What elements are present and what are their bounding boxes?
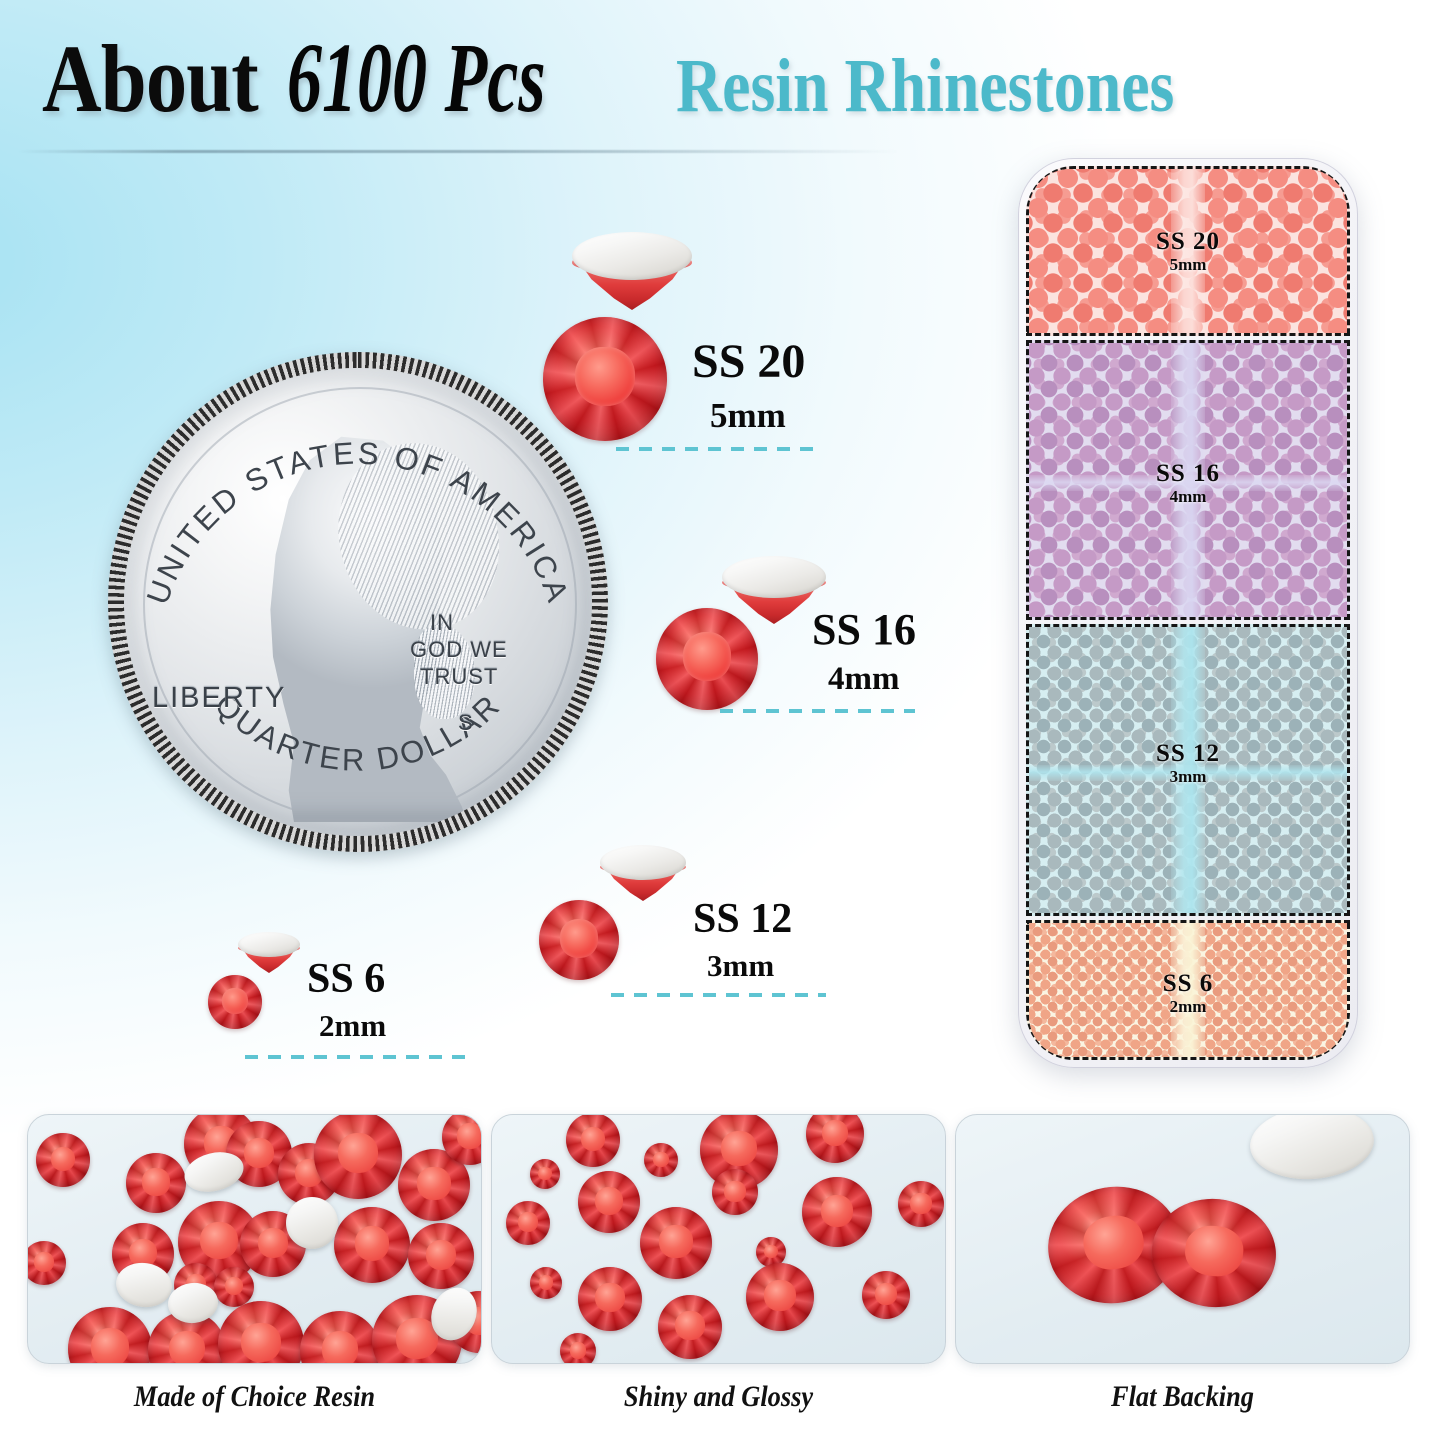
size-ss-ss16: SS 16	[812, 605, 916, 654]
coin-mint-mark: S	[458, 710, 474, 735]
storage-box-inner: SS 20 5mm SS 16 4mm	[1026, 166, 1350, 1060]
header-subtitle: Resin Rhinestones	[676, 44, 1175, 128]
coin-liberty-text: LIBERTY	[152, 682, 287, 714]
size-ss-ss20: SS 20	[692, 335, 806, 388]
coin-face	[124, 368, 592, 836]
stone	[68, 1307, 152, 1363]
header-title-row: About 6100 Pcs Resin Rhinestones	[42, 20, 1412, 133]
stone	[806, 1115, 864, 1163]
stone	[802, 1177, 872, 1247]
feature-caption-2: Shiny and Glossy	[623, 1380, 814, 1413]
stone	[506, 1201, 550, 1245]
stone	[36, 1133, 90, 1187]
stone	[640, 1207, 712, 1279]
washington-queue	[414, 625, 475, 719]
stone	[712, 1169, 758, 1215]
stone	[334, 1207, 410, 1283]
size-mm-ss20: 5mm	[710, 396, 786, 435]
divider-horizontal-ss16b	[1029, 475, 1347, 491]
header-piece-count: 6100 Pcs	[287, 22, 546, 133]
size-mm-ss6: 2mm	[319, 1008, 387, 1043]
stone-flat-back-large	[1247, 1115, 1377, 1184]
size-underline-ss12	[611, 993, 826, 997]
stone	[214, 1267, 254, 1307]
feature-panel-made-of-choice-resin	[27, 1114, 482, 1364]
compartment-ss20: SS 20 5mm	[1026, 166, 1350, 336]
stone-face-view-ss6	[208, 975, 262, 1029]
stone	[300, 1311, 380, 1363]
size-mm-ss16: 4mm	[828, 661, 900, 697]
size-mm-ss12: 3mm	[707, 948, 775, 983]
header-about-word: About	[42, 25, 259, 132]
stone	[560, 1333, 596, 1363]
stone-flat-back-ss6	[238, 932, 300, 958]
stone	[442, 1115, 481, 1165]
stone-flat-back-ss20	[572, 232, 692, 281]
stone-side-view-ss20	[572, 232, 692, 310]
stone	[746, 1263, 814, 1331]
stone-face-view-ss12	[539, 900, 619, 980]
size-label-ss16: SS 16 4mm	[720, 605, 1012, 713]
stone	[28, 1241, 66, 1285]
coin-motto-line-2: GOD WE	[410, 637, 508, 662]
compartment-ss6: SS 6 2mm	[1026, 920, 1350, 1060]
coin-motto-line-1: IN	[430, 610, 454, 635]
stone-side-view-ss16	[722, 556, 826, 624]
us-quarter-coin: UNITED STATES OF AMERICA QUARTER DOLLAR …	[108, 352, 608, 852]
size-ss-ss6: SS 6	[307, 956, 386, 1002]
stone	[644, 1143, 678, 1177]
coin-motto-line-3: TRUST	[420, 664, 499, 689]
stone	[218, 1301, 304, 1363]
stone	[578, 1171, 640, 1233]
stone	[408, 1223, 474, 1289]
feature-panel-flat-backing	[955, 1114, 1410, 1364]
feature-panel-shiny-and-glossy	[491, 1114, 946, 1364]
compartment-ss12: SS 12 3mm	[1026, 624, 1350, 916]
stone-side-view-ss6	[238, 932, 300, 973]
size-label-ss20: SS 20 5mm	[616, 335, 907, 451]
stone	[898, 1181, 944, 1227]
feature-caption-3: Flat Backing	[1110, 1380, 1255, 1413]
header: About 6100 Pcs Resin Rhinestones	[0, 0, 1445, 142]
stone	[658, 1295, 722, 1359]
stone	[314, 1115, 402, 1199]
size-label-ss12: SS 12 3mm	[611, 896, 888, 997]
stone	[148, 1311, 226, 1363]
size-underline-ss6	[245, 1055, 475, 1059]
stone-flat-back-ss12	[600, 845, 686, 880]
stone-flat-back	[286, 1197, 338, 1249]
divider-horizontal-ss12	[1029, 765, 1347, 781]
stone-side-view-ss12	[600, 845, 686, 901]
size-underline-ss16	[720, 709, 915, 713]
stone	[126, 1153, 186, 1213]
size-ss-ss12: SS 12	[693, 896, 793, 942]
stone-flat-back-ss16	[722, 556, 826, 599]
divider-vertical-ss6	[1171, 923, 1205, 1057]
stone	[530, 1159, 560, 1189]
divider-vertical-ss20	[1171, 169, 1205, 333]
header-divider-line	[18, 150, 898, 153]
stone-large-right	[1146, 1192, 1282, 1314]
stone-face-view-ss20	[543, 317, 667, 441]
coin-arc-legends: UNITED STATES OF AMERICA QUARTER DOLLAR	[108, 352, 608, 852]
stone	[756, 1237, 786, 1267]
size-label-ss6: SS 6 2mm	[245, 956, 487, 1059]
stone	[566, 1115, 620, 1167]
size-underline-ss20	[616, 447, 821, 451]
stone	[530, 1267, 562, 1299]
feature-caption-1: Made of Choice Resin	[133, 1380, 376, 1413]
compartment-ss16: SS 16 4mm	[1026, 340, 1350, 620]
stone-face-view-ss16	[656, 608, 758, 710]
storage-box: SS 20 5mm SS 16 4mm	[1018, 158, 1358, 1068]
stone	[578, 1267, 642, 1331]
stone	[862, 1271, 910, 1319]
coin-top-legend: UNITED STATES OF AMERICA	[140, 435, 577, 608]
coin-top-legend-text: UNITED STATES OF AMERICA	[140, 435, 574, 608]
